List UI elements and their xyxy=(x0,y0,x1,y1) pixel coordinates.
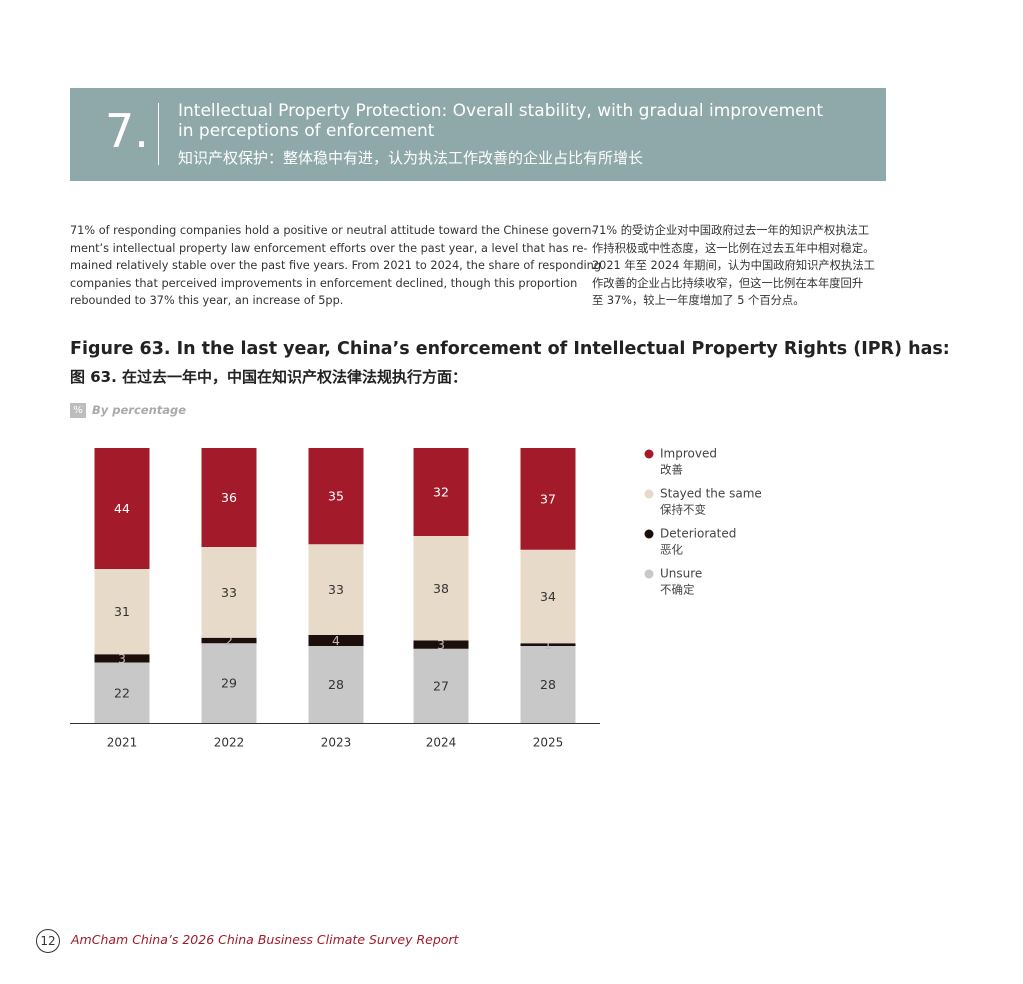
legend-label: Deteriorated xyxy=(660,527,736,541)
data-label: 44 xyxy=(114,501,130,516)
bar-segment xyxy=(308,448,364,545)
bar-segment xyxy=(308,635,364,646)
legend-swatch xyxy=(644,569,654,579)
legend-swatch xyxy=(644,489,654,499)
text-line: rebounded to 37% this year, an increase … xyxy=(70,294,344,308)
unit-note: By percentage xyxy=(92,403,187,417)
x-tick-label: 2025 xyxy=(533,736,564,750)
footer-text: AmCham China’s 2026 China Business Clima… xyxy=(71,932,459,947)
x-tick-label: 2023 xyxy=(321,736,352,750)
text-line: 2021 年至 2024 年期间，认为中国政府知识产权执法工 xyxy=(592,259,875,273)
chart: 22 3 31 44 2021 29 2 33 36 2022 28 4 33 35 2023 27 3 38 32… xyxy=(70,447,762,750)
data-label: 22 xyxy=(114,685,130,700)
text-line: 71% 的受访企业对中国政府过去一年的知识产权执法工 xyxy=(592,224,870,237)
data-label: 32 xyxy=(433,485,449,500)
bar-segment xyxy=(94,448,150,569)
data-label: 35 xyxy=(328,489,344,504)
bar-segment xyxy=(94,662,150,723)
data-label: 36 xyxy=(221,490,237,505)
bar-segment xyxy=(413,648,469,723)
bar-segment xyxy=(94,654,150,663)
section-band xyxy=(70,88,886,181)
bar-segment xyxy=(201,547,257,638)
data-label: 27 xyxy=(433,678,449,693)
bar-segment xyxy=(413,640,469,649)
bar-segment xyxy=(201,448,257,547)
data-label: 1 xyxy=(544,637,552,652)
bar-segment xyxy=(308,646,364,723)
text-line: 作持积极或中性态度，这一比例在过去五年中相对稳定。 xyxy=(592,241,875,255)
bar-segment xyxy=(413,448,469,536)
legend-label: Stayed the same xyxy=(660,487,762,501)
x-tick-label: 2024 xyxy=(426,736,457,750)
figure-title: Figure 63. In the last year, China’s enf… xyxy=(70,339,950,359)
legend-swatch xyxy=(644,449,654,459)
bar-segment xyxy=(520,549,576,644)
page-number: 12 xyxy=(36,929,60,953)
legend-label-zh: 改善 xyxy=(660,463,683,477)
data-label: 33 xyxy=(328,582,344,597)
section-title: Intellectual Property Protection: Overal… xyxy=(178,101,824,141)
bar-segment xyxy=(520,646,576,723)
data-label: 4 xyxy=(332,633,340,648)
data-label: 29 xyxy=(221,676,237,691)
divider xyxy=(158,103,159,165)
text-line: mained relatively stable over the past f… xyxy=(70,259,601,273)
bar-segment xyxy=(308,544,364,635)
section-title-zh: 知识产权保护：整体稳中有进，认为执法工作改善的企业占比有所增长 xyxy=(178,149,644,167)
text-line: 作改善的企业占比持续收窄，但这一比例在本年度回升 xyxy=(592,276,864,290)
data-label: 31 xyxy=(114,604,130,619)
data-label: 33 xyxy=(221,585,237,600)
paragraph-zh: 71% 的受访企业对中国政府过去一年的知识产权执法工 作持积极或中性态度，这一比例… xyxy=(592,222,892,310)
section-number: 7. xyxy=(105,104,149,158)
figure-title-zh: 图 63. 在过去一年中，中国在知识产权法律法规执行方面： xyxy=(70,368,468,386)
legend-label-zh: 不确定 xyxy=(660,583,695,597)
bar-segment xyxy=(413,536,469,641)
data-label: 2 xyxy=(225,633,233,648)
text-line: 71% of responding companies hold a posit… xyxy=(70,224,596,237)
legend-label-zh: 恶化 xyxy=(660,543,683,557)
paragraph: 71% of responding companies hold a posit… xyxy=(70,222,601,310)
legend-swatch xyxy=(644,529,654,539)
bar-segment xyxy=(94,569,150,655)
data-label: 37 xyxy=(540,491,556,506)
bar-segment xyxy=(520,643,576,646)
data-label: 3 xyxy=(437,637,445,652)
data-label: 28 xyxy=(328,677,344,692)
legend-label: Improved xyxy=(660,447,717,461)
text-line: 至 37%，较上一年度增加了 5 个百分点。 xyxy=(592,294,805,308)
data-label: 34 xyxy=(540,589,556,604)
data-label: 38 xyxy=(433,581,449,596)
text-line: companies that perceived improvements in… xyxy=(70,276,578,290)
text-line: ment’s intellectual property law enforce… xyxy=(70,241,588,255)
unit-badge: % xyxy=(70,403,86,418)
data-label: 3 xyxy=(118,651,126,666)
legend-label-zh: 保持不变 xyxy=(660,503,706,517)
x-tick-label: 2022 xyxy=(214,736,245,750)
bar-segment xyxy=(201,637,257,644)
x-tick-label: 2021 xyxy=(107,736,138,750)
data-label: 28 xyxy=(540,677,556,692)
legend-label: Unsure xyxy=(660,567,702,581)
bar-segment xyxy=(520,448,576,550)
bar-segment xyxy=(201,643,257,723)
